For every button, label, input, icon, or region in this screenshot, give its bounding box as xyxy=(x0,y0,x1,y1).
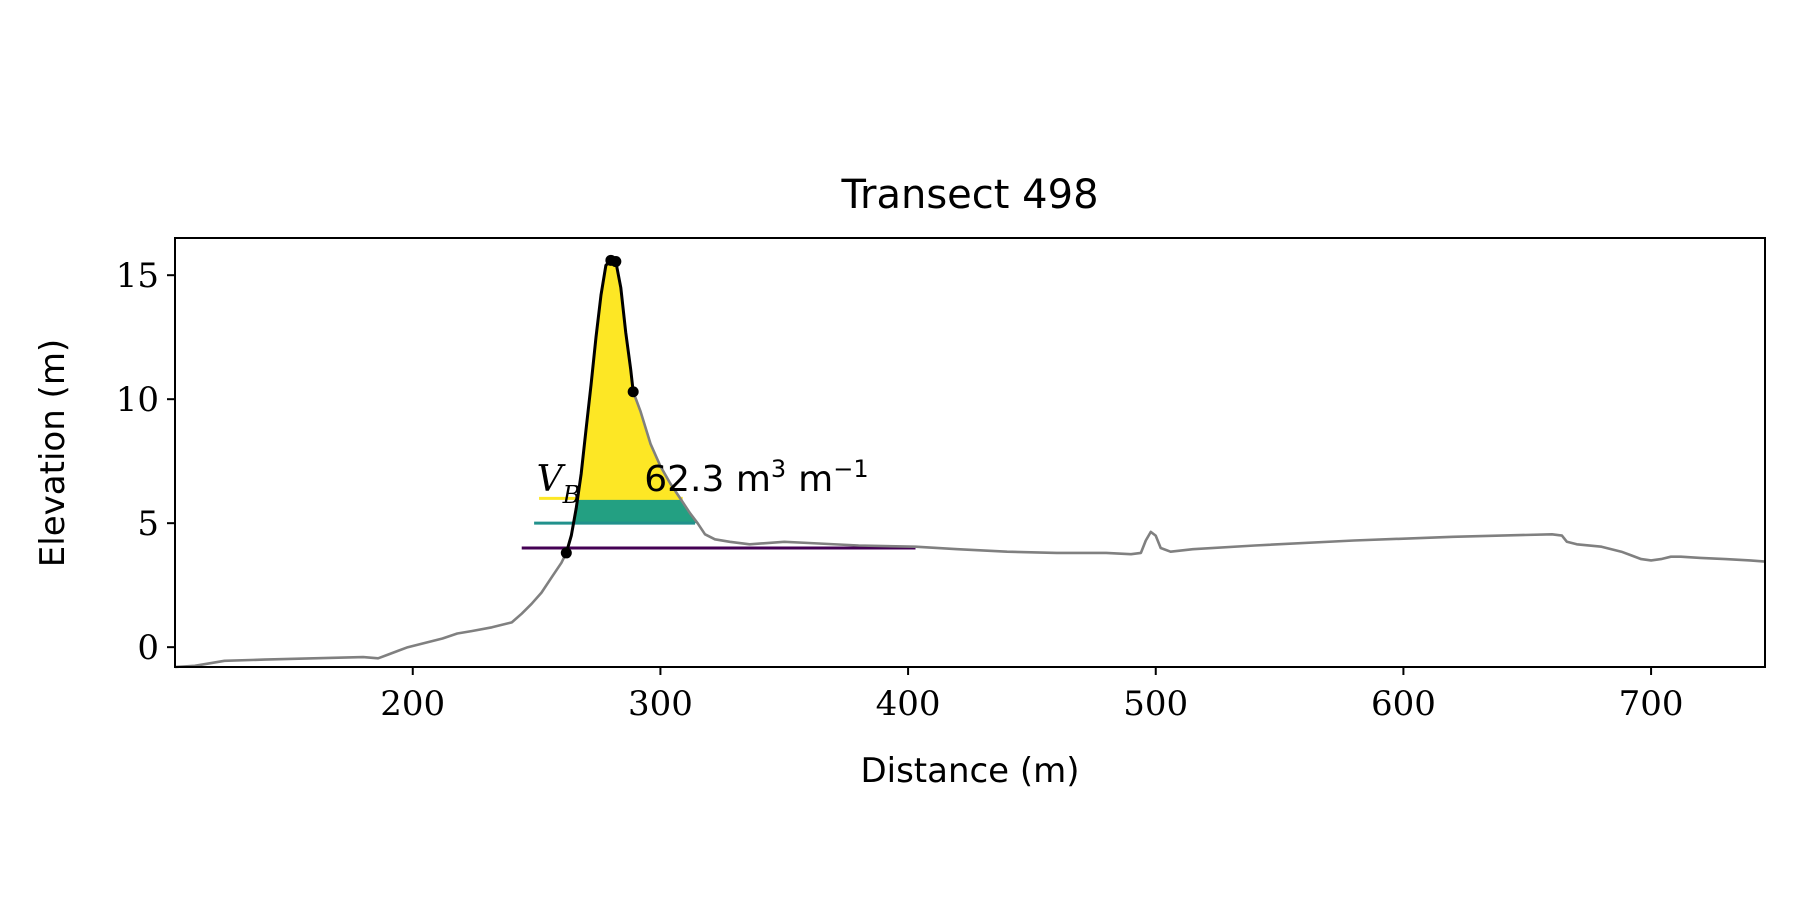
dune-profile-line xyxy=(564,258,635,554)
volume-annotation: VB 62.3 m3 m−1 xyxy=(537,455,869,509)
x-tick-label: 200 xyxy=(380,684,445,724)
x-tick-label: 400 xyxy=(876,684,941,724)
band-fill xyxy=(573,498,698,526)
marker-point xyxy=(627,386,639,398)
series-lines xyxy=(174,258,1766,669)
band-fill xyxy=(577,260,681,500)
ground-profile-line xyxy=(631,391,1766,563)
annotation-symbol: V xyxy=(537,459,567,500)
x-tick-label: 600 xyxy=(1371,684,1436,724)
plot-frame xyxy=(174,237,1766,668)
y-tick-label: 5 xyxy=(137,504,159,544)
marker-point xyxy=(560,547,572,559)
annotation-unit: m xyxy=(798,459,833,500)
y-tick-label: 10 xyxy=(116,380,159,420)
x-axis-label: Distance (m) xyxy=(860,751,1079,791)
x-tick-label: 300 xyxy=(628,684,693,724)
annotation-subscript: B xyxy=(562,481,581,509)
y-axis-ticks: 0 5 10 15 xyxy=(116,256,175,668)
y-axis-label: Elevation (m) xyxy=(33,339,73,567)
marker-points xyxy=(560,254,639,559)
x-axis-ticks: 200 300 400 500 600 700 xyxy=(380,667,1684,724)
x-tick-label: 500 xyxy=(1123,684,1188,724)
fill-layer xyxy=(573,260,698,526)
annotation-exponent-2: −1 xyxy=(833,455,868,483)
annotation-exponent-1: 3 xyxy=(771,455,786,483)
ground-profile-line xyxy=(174,552,568,669)
y-tick-label: 15 xyxy=(116,256,159,296)
x-tick-label: 700 xyxy=(1619,684,1684,724)
level-lines xyxy=(521,496,916,550)
chart-title: Transect 498 xyxy=(840,172,1098,218)
marker-point xyxy=(610,256,622,268)
y-tick-label: 0 xyxy=(137,628,159,668)
annotation-value: 62.3 m xyxy=(644,459,771,500)
